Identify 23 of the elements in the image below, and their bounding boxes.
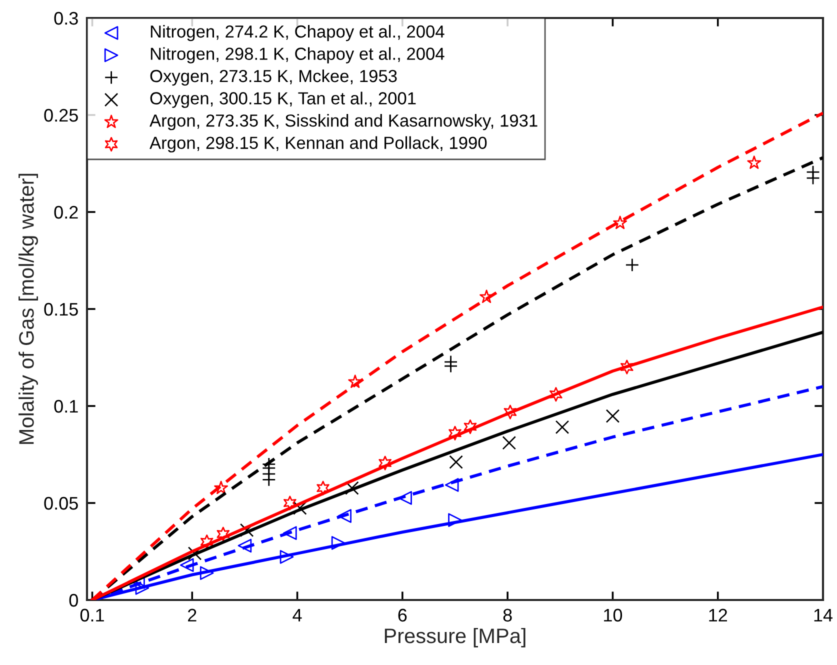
x-tick-label: 10 <box>604 608 622 622</box>
y-tick-label: 0.15 <box>44 302 78 316</box>
legend-label: Oxygen, 273.15 K, Mckee, 1953 <box>150 69 397 86</box>
legend-label: Argon, 273.35 K, Sisskind and Kasarnowsky, 1931 <box>150 114 538 130</box>
y-tick-label: 0.2 <box>54 206 78 219</box>
y-tick-label: 0.05 <box>44 496 78 510</box>
y-tick-label: 0.25 <box>44 108 78 122</box>
y-axis-title: Molality of Gas [mol/kg water] <box>18 174 38 444</box>
y-tick-label: 0.3 <box>54 12 78 25</box>
x-tick-label: 8 <box>503 608 512 622</box>
x-tick-label: 2 <box>188 608 196 622</box>
y-tick-label: 0 <box>69 594 78 607</box>
legend-label: Oxygen, 300.15 K, Tan et al., 2001 <box>150 92 416 108</box>
x-tick-label: 4 <box>292 608 302 622</box>
y-tick-label: 0.1 <box>54 400 78 413</box>
legend-label: Nitrogen, 274.2 K, Chapoy et al., 2004 <box>150 24 444 42</box>
x-tick-label: 0.1 <box>80 608 104 622</box>
x-tick-label: 12 <box>709 608 727 622</box>
legend-label: Argon, 298.15 K, Kennan and Pollack, 1990 <box>150 136 487 152</box>
x-tick-label: 14 <box>814 608 833 622</box>
x-tick-label: 6 <box>398 608 407 622</box>
legend-label: Nitrogen, 298.1 K, Chapoy et al., 2004 <box>150 47 444 64</box>
x-axis-title: Pressure [MPa] <box>384 628 526 648</box>
